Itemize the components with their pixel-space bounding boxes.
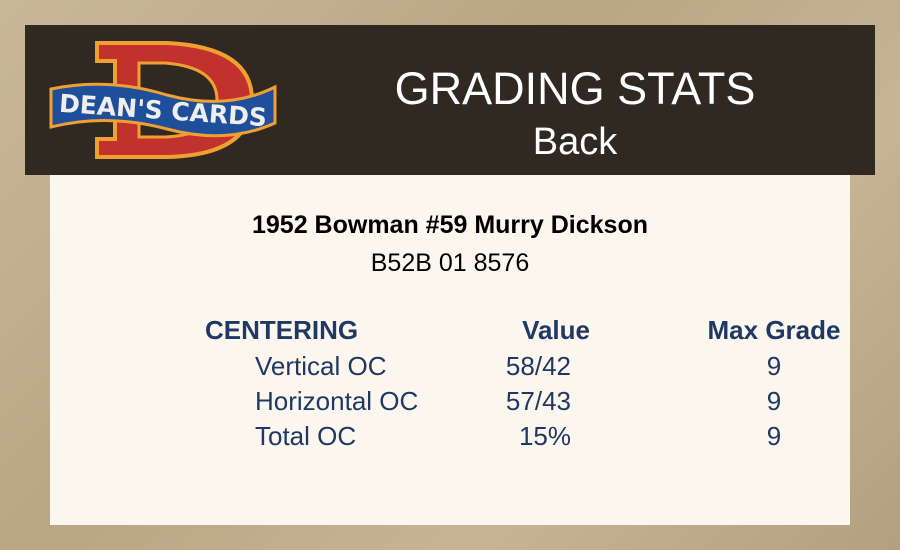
row-label: Horizontal OC [255,386,419,416]
stats-card: 1952 Bowman #59 Murry Dickson B52B 01 85… [50,175,850,525]
centering-header: CENTERING [205,315,359,345]
row-label: Total OC [255,421,357,451]
row-value: 57/43 [505,386,571,416]
header-bar: DEAN'S CARDS GRADING STATS Back [25,25,875,175]
value-header: Value [522,315,590,345]
row-max-grade: 9 [766,386,782,416]
page-title: GRADING STATS [394,63,756,114]
row-value: 58/42 [505,351,571,381]
deans-cards-logo: DEAN'S CARDS [49,41,277,159]
row-value: 15% [518,421,571,451]
cert-number: B52B 01 8576 [370,249,530,277]
max-grade-header: Max Grade [707,315,841,345]
row-max-grade: 9 [766,351,782,381]
row-label: Vertical OC [255,351,387,381]
row-max-grade: 9 [766,421,782,451]
card-title: 1952 Bowman #59 Murry Dickson [252,211,648,239]
page-subtitle: Back [532,121,618,163]
